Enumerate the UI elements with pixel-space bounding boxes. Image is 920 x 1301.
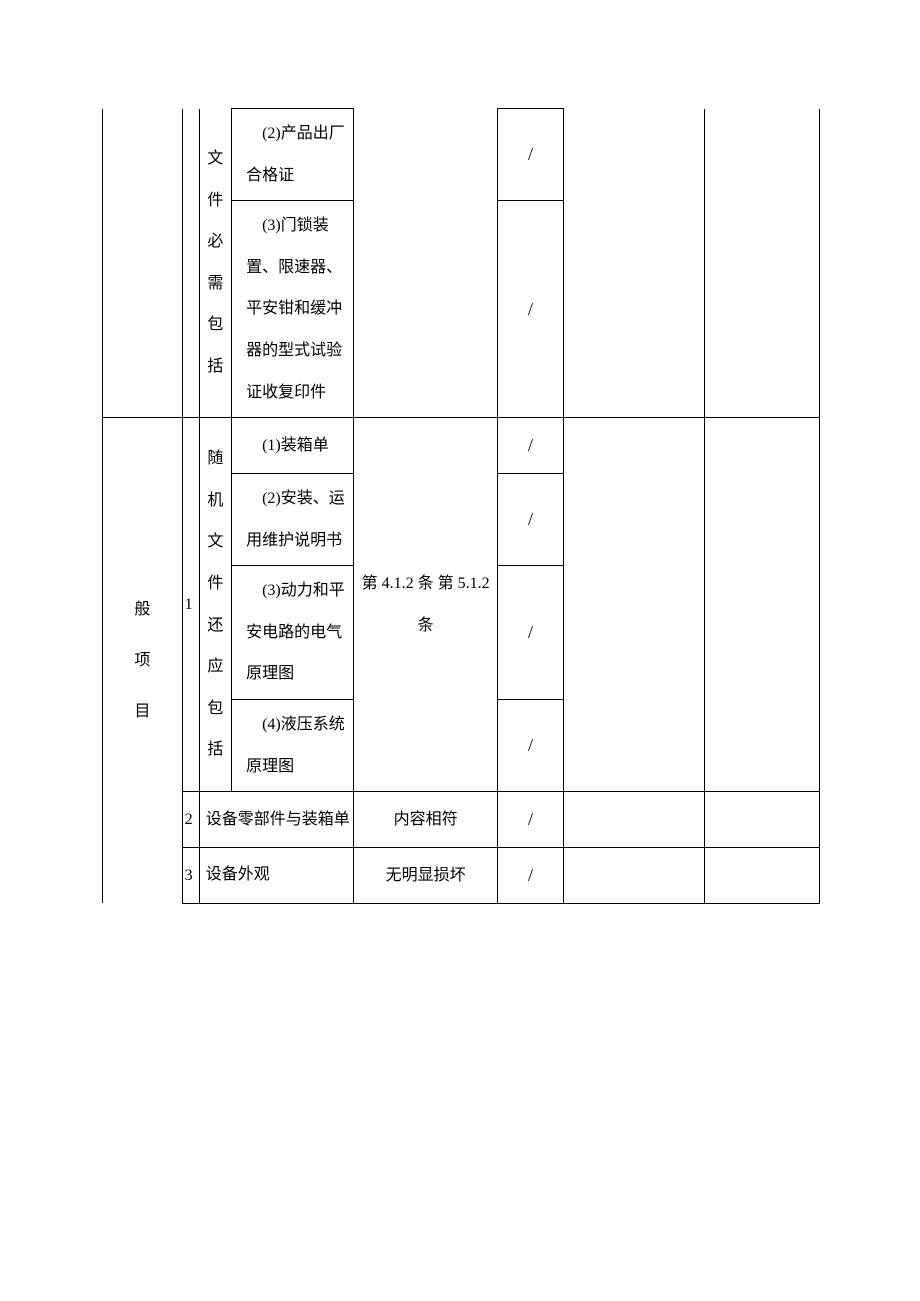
- blank-cell: [705, 847, 820, 903]
- index-cell: 3: [182, 847, 199, 903]
- index-cell: 1: [182, 418, 199, 792]
- blank-cell: [563, 792, 704, 848]
- check-cell: /: [498, 847, 564, 903]
- vertical-label-cell: 文件必需包括: [199, 109, 231, 418]
- content-cell: 设备零部件与装箱单: [199, 792, 353, 848]
- blank-cell: [563, 109, 704, 418]
- index-cell: [182, 109, 199, 418]
- content-cell: (3)动力和平安电路的电气原理图: [232, 566, 354, 700]
- content-cell: (3)门锁装置、限速器、平安钳和缓冲器的型式试验证收复印件: [232, 201, 354, 418]
- content-cell: (1)装箱单: [232, 418, 354, 474]
- check-cell: /: [498, 792, 564, 848]
- document-page: 文件必需包括 (2)产品出厂合格证 / (3)门锁装置、限速器、平安钳和缓冲器的…: [102, 108, 820, 904]
- standard-cell: [354, 109, 498, 418]
- check-cell: /: [498, 201, 564, 418]
- category-label: 般项目: [134, 584, 150, 738]
- standard-cell: 无明显损坏: [354, 847, 498, 903]
- table-row: 2 设备零部件与装箱单 内容相符 /: [103, 792, 820, 848]
- vertical-label: 随机文件还应包括: [207, 438, 223, 771]
- blank-cell: [705, 792, 820, 848]
- check-cell: /: [498, 473, 564, 565]
- check-cell: /: [498, 699, 564, 791]
- category-cell: 般项目: [103, 418, 183, 904]
- blank-cell: [563, 418, 704, 792]
- category-cell: [103, 109, 183, 418]
- blank-cell: [563, 847, 704, 903]
- content-cell: (2)安装、运用维护说明书: [232, 473, 354, 565]
- inspection-table: 文件必需包括 (2)产品出厂合格证 / (3)门锁装置、限速器、平安钳和缓冲器的…: [102, 108, 820, 904]
- table-row: 3 设备外观 无明显损坏 /: [103, 847, 820, 903]
- check-cell: /: [498, 418, 564, 474]
- check-cell: /: [498, 566, 564, 700]
- table-row: 般项目 1 随机文件还应包括 (1)装箱单 第 4.1.2 条 第 5.1.2 …: [103, 418, 820, 474]
- index-cell: 2: [182, 792, 199, 848]
- check-cell: /: [498, 109, 564, 201]
- blank-cell: [705, 418, 820, 792]
- content-cell: (4)液压系统原理图: [232, 699, 354, 791]
- vertical-label-cell: 随机文件还应包括: [199, 418, 231, 792]
- standard-cell: 内容相符: [354, 792, 498, 848]
- blank-cell: [705, 109, 820, 418]
- content-cell: (2)产品出厂合格证: [232, 109, 354, 201]
- table-row: 文件必需包括 (2)产品出厂合格证 /: [103, 109, 820, 201]
- content-cell: 设备外观: [199, 847, 353, 903]
- standard-cell: 第 4.1.2 条 第 5.1.2 条: [354, 418, 498, 792]
- vertical-label: 文件必需包括: [207, 138, 223, 388]
